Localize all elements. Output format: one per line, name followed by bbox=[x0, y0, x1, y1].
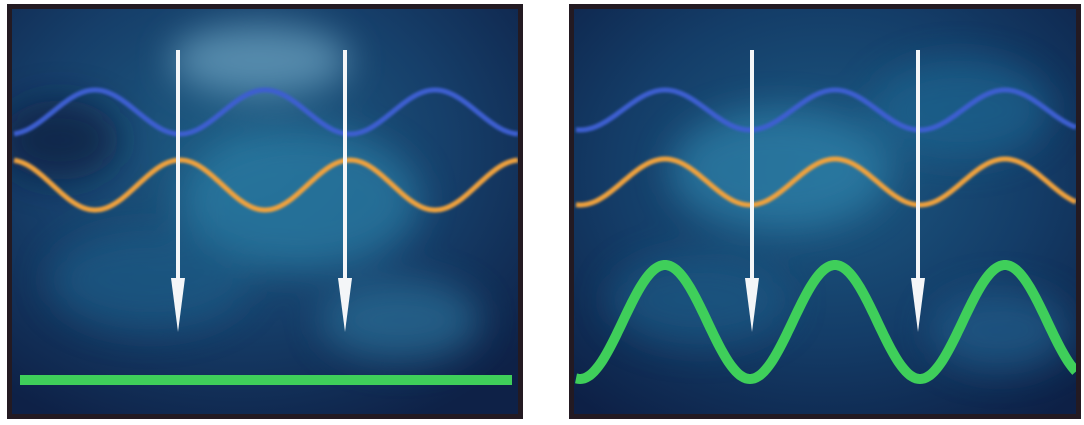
arrows bbox=[171, 50, 925, 332]
green-wave bbox=[575, 260, 1076, 385]
orange-wave bbox=[13, 157, 518, 213]
blue-wave bbox=[575, 87, 1076, 133]
arrow-head bbox=[171, 278, 185, 332]
arrow-head bbox=[745, 278, 759, 332]
blue-wave bbox=[13, 87, 518, 137]
right-panel bbox=[574, 9, 1076, 414]
arrow-head bbox=[338, 278, 352, 332]
green-flat-line bbox=[20, 375, 512, 385]
left-panel bbox=[12, 9, 518, 414]
orange-wave bbox=[575, 156, 1076, 208]
arrow-head bbox=[911, 278, 925, 332]
texture bbox=[12, 25, 480, 360]
